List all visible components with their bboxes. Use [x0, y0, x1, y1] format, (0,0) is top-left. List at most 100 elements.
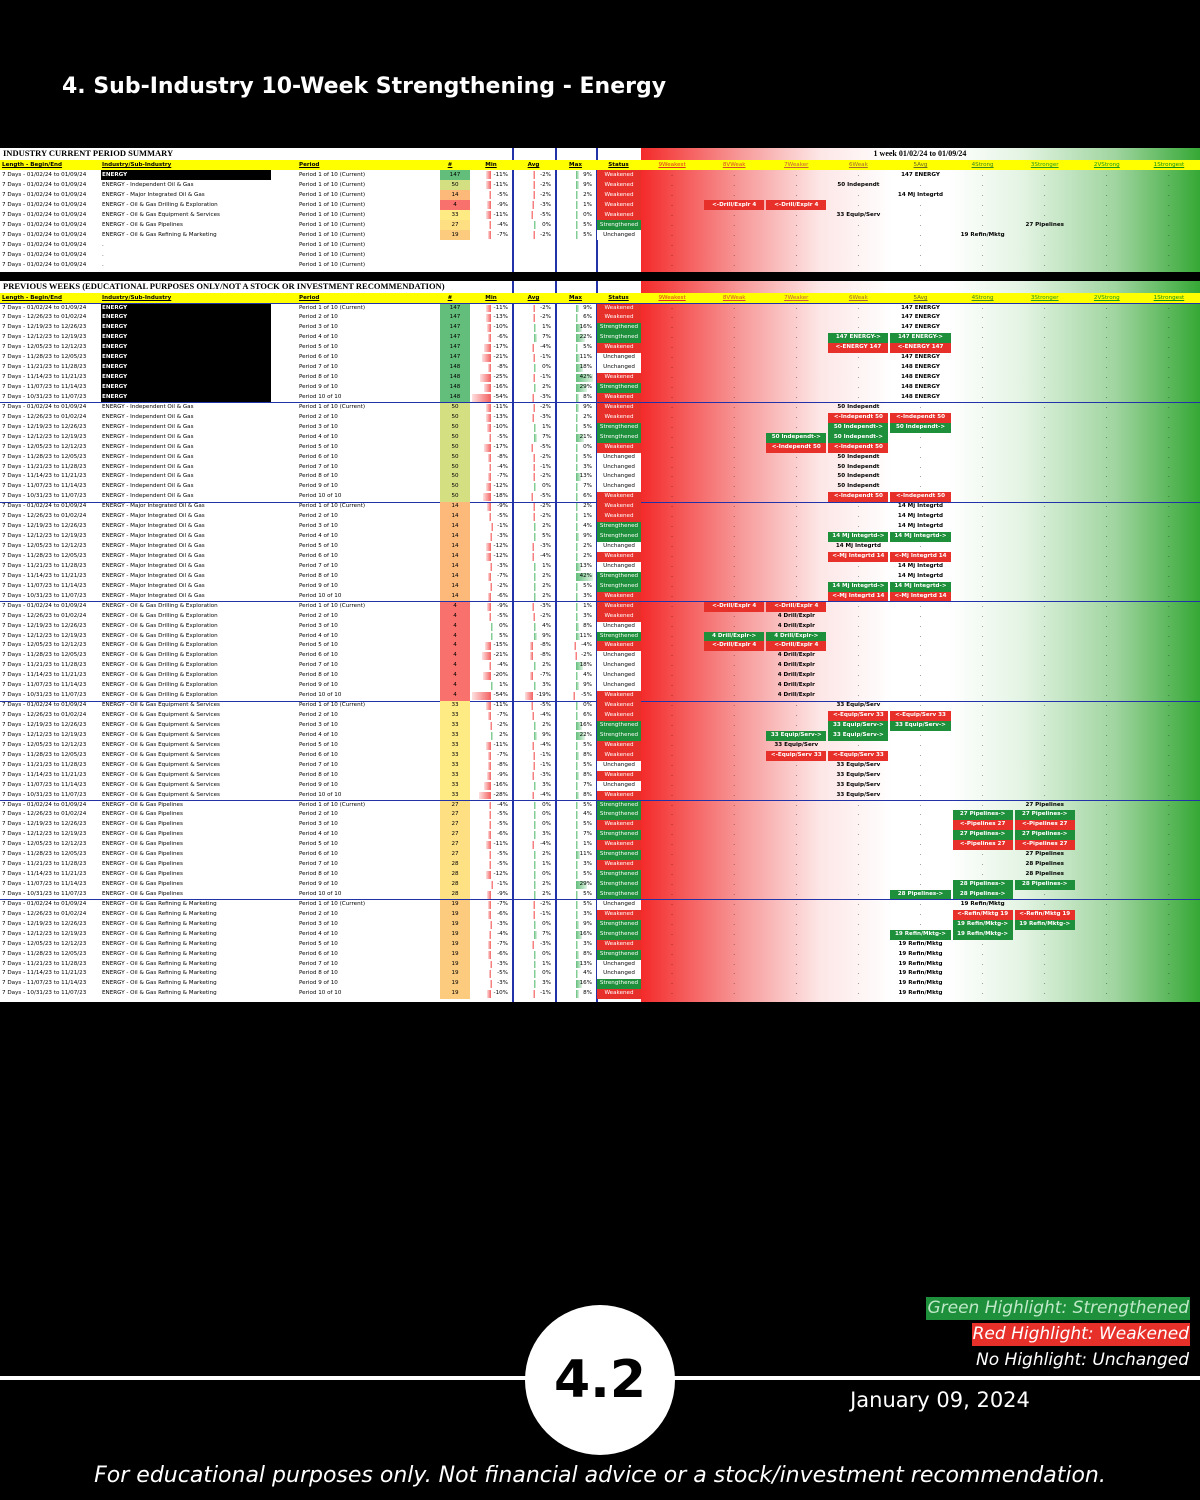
empty-cell: . — [795, 232, 798, 238]
empty-cell: . — [1043, 463, 1046, 470]
empty-cell: . — [1043, 543, 1046, 550]
empty-cell: . — [795, 483, 798, 490]
empty-cell: . — [671, 602, 673, 609]
empty-cell: . — [733, 212, 736, 218]
empty-cell: . — [857, 384, 860, 391]
percent-cell: 0% — [583, 702, 592, 709]
percent-cell: 29% — [579, 384, 592, 391]
percent-cell: 2% — [583, 503, 592, 510]
rank-cell: 4 Drill/Explr — [777, 612, 815, 619]
length-cell: 7 Days - 12/05/23 to 12/12/23 — [2, 642, 87, 649]
empty-cell: . — [733, 562, 736, 569]
empty-cell: . — [671, 252, 673, 258]
data-bar — [575, 433, 585, 442]
industry-cell: ENERGY - Oil & Gas Refining & Marketing — [102, 960, 217, 967]
rank-cell: 4 Drill/Explr — [777, 672, 815, 679]
empty-cell: . — [1105, 900, 1108, 907]
percent-cell: 2% — [583, 543, 592, 550]
empty-cell: . — [1105, 602, 1108, 609]
industry-cell: ENERGY - Oil & Gas Drilling & Exploratio… — [102, 602, 218, 609]
empty-cell: . — [919, 731, 922, 738]
period-cell: Period 6 of 10 — [299, 751, 338, 758]
percent-cell: -2% — [540, 182, 551, 188]
empty-cell: . — [1043, 232, 1046, 238]
empty-cell: . — [1168, 433, 1170, 440]
empty-cell: . — [857, 652, 860, 659]
empty-cell: . — [733, 712, 736, 719]
data-bar — [485, 413, 491, 422]
count-cell: 4 — [440, 681, 470, 692]
period-cell: Period 7 of 10 — [299, 463, 338, 470]
empty-cell: . — [733, 423, 736, 430]
industry-cell: ENERGY - Oil & Gas Drilling & Exploratio… — [102, 632, 218, 639]
empty-cell: . — [1043, 202, 1046, 208]
industry-cell: ENERGY - Independent Oil & Gas — [102, 493, 194, 500]
empty-cell: . — [857, 881, 860, 888]
data-bar — [575, 602, 578, 611]
empty-cell: . — [1105, 354, 1108, 361]
data-bar — [532, 181, 535, 189]
empty-cell: . — [1043, 652, 1046, 659]
data-bar — [472, 393, 491, 402]
empty-cell: . — [1043, 731, 1046, 738]
length-cell: 7 Days - 11/14/23 to 11/21/23 — [2, 970, 87, 977]
data-bar — [575, 702, 578, 711]
period-cell: Period 8 of 10 — [299, 374, 338, 381]
count-cell: 33 — [440, 740, 470, 751]
rank-cell: <-Independt 50 — [766, 442, 827, 453]
count-cell: 28 — [440, 880, 470, 890]
percent-cell: 8% — [583, 791, 592, 798]
status-cell: Strengthened — [597, 889, 641, 900]
data-bar — [532, 393, 535, 402]
data-bar — [488, 473, 491, 482]
percent-cell: 5% — [499, 632, 508, 639]
percent-cell: -4% — [581, 642, 592, 649]
data-bar — [573, 642, 576, 651]
period-cell: Period 4 of 10 — [299, 831, 338, 838]
empty-cell: . — [857, 900, 860, 907]
empty-cell: . — [1168, 252, 1170, 258]
percent-cell: -6% — [497, 592, 508, 599]
period-cell: Period 8 of 10 — [299, 572, 338, 579]
period-cell: Period 2 of 10 — [299, 413, 338, 420]
data-bar — [575, 662, 583, 671]
empty-cell: . — [671, 721, 673, 728]
empty-cell: . — [981, 334, 984, 341]
length-cell: 7 Days - 11/21/23 to 11/28/23 — [2, 562, 87, 569]
empty-cell: . — [1105, 493, 1108, 500]
rank-cell: 147 ENERGY-> — [828, 333, 889, 344]
data-bar — [488, 831, 491, 840]
count-cell: 50 — [440, 422, 470, 433]
empty-cell: . — [1168, 960, 1170, 967]
percent-cell: 0% — [542, 821, 551, 828]
status-cell: Weakened — [597, 303, 641, 314]
industry-cell: ENERGY - Major Integrated Oil & Gas — [102, 592, 205, 599]
empty-cell: . — [671, 841, 673, 848]
empty-cell: . — [671, 930, 673, 937]
percent-cell: -1% — [540, 374, 551, 381]
count-cell: 147 — [440, 353, 470, 364]
data-bar — [575, 910, 578, 919]
data-bar — [575, 592, 578, 601]
data-bar — [488, 334, 491, 343]
data-bar — [575, 821, 578, 830]
percent-cell: -11% — [493, 304, 508, 311]
period-cell: Period 3 of 10 — [299, 523, 338, 530]
length-cell: 7 Days - 12/26/23 to 01/02/24 — [2, 811, 87, 818]
length-cell: 7 Days - 12/26/23 to 01/02/24 — [2, 612, 87, 619]
column-header: Avg — [527, 162, 540, 168]
empty-cell: . — [857, 314, 860, 321]
percent-cell: -7% — [497, 572, 508, 579]
percent-cell: -2% — [497, 721, 508, 728]
length-cell: 7 Days - 11/14/23 to 11/21/23 — [2, 771, 87, 778]
percent-cell: 1% — [499, 682, 508, 689]
data-bar — [488, 751, 491, 760]
data-bar — [532, 612, 535, 621]
data-bar — [531, 443, 534, 452]
data-bar — [479, 791, 491, 800]
empty-cell: . — [919, 751, 922, 758]
empty-cell: . — [1105, 182, 1108, 188]
data-bar — [490, 582, 493, 591]
period-cell: Period 1 of 10 (Current) — [299, 222, 365, 228]
empty-cell: . — [671, 314, 673, 321]
